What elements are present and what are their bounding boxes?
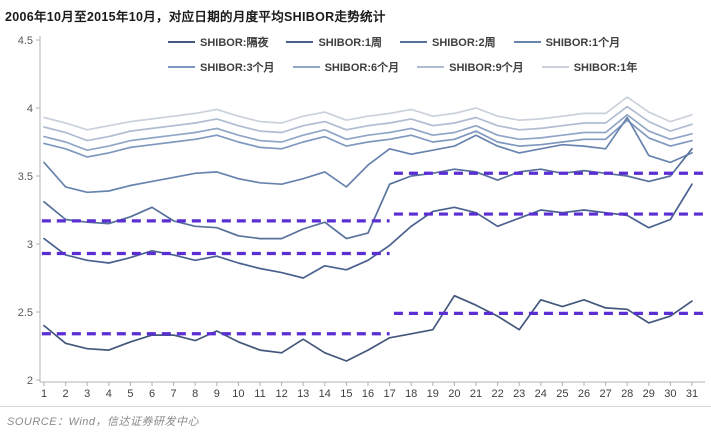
x-tick-label: 28	[621, 388, 633, 400]
x-tick-label: 7	[171, 388, 177, 400]
x-tick-label: 26	[578, 388, 590, 400]
x-tick-label: 4	[106, 388, 112, 400]
series-line-1y	[43, 96, 693, 131]
x-tick-label: 2	[63, 388, 69, 400]
x-tick-label: 16	[362, 388, 374, 400]
legend-item-1y: SHIBOR:1年	[541, 59, 638, 75]
series-line-6m	[43, 113, 693, 152]
legend-item-3m: SHIBOR:3个月	[168, 59, 275, 75]
series-line-2w	[43, 147, 693, 240]
x-tick-label: 3	[84, 388, 90, 400]
x-tick-label: 27	[599, 388, 611, 400]
x-tick-label: 12	[275, 388, 287, 400]
legend-label: SHIBOR:2周	[432, 37, 496, 49]
y-tick-label: 2	[27, 375, 33, 387]
legend-item-1w: SHIBOR:1周	[286, 34, 382, 50]
legend-label: SHIBOR:1个月	[545, 37, 621, 49]
x-tick-label: 6	[149, 388, 155, 400]
legend-label: SHIBOR:隔夜	[200, 37, 269, 49]
legend-item-9m: SHIBOR:9个月	[417, 59, 524, 75]
x-tick-label: 25	[556, 388, 568, 400]
legend-label: SHIBOR:9个月	[449, 62, 524, 74]
series-line-swatch-icon	[286, 41, 314, 43]
series-line-1w	[43, 183, 693, 279]
series-line-swatch-icon	[417, 66, 445, 68]
series-line-swatch-icon	[168, 41, 195, 43]
x-tick-label: 8	[192, 388, 198, 400]
x-tick-label: 24	[535, 388, 547, 400]
y-tick-label: 4.5	[18, 35, 33, 47]
series-line-9m	[43, 105, 693, 142]
x-tick-label: 20	[448, 388, 460, 400]
x-tick-label: 10	[232, 388, 244, 400]
legend-label: SHIBOR:1周	[318, 37, 383, 49]
series-line-swatch-icon	[168, 66, 195, 68]
legend-label: SHIBOR:3个月	[200, 62, 275, 74]
x-tick-label: 21	[470, 388, 482, 400]
series-line-swatch-icon	[513, 41, 541, 43]
x-tick-label: 9	[214, 388, 220, 400]
series-line-1m	[43, 116, 693, 194]
x-tick-label: 11	[254, 388, 265, 400]
x-tick-label: 23	[513, 388, 525, 400]
x-tick-label: 1	[41, 388, 47, 400]
chart-title: 2006年10月至2015年10月，对应日期的月度平均SHIBOR走势统计	[5, 10, 386, 24]
series-line-overnight	[43, 294, 693, 362]
x-tick-label: 22	[491, 388, 503, 400]
x-tick-label: 31	[686, 388, 698, 400]
chart-legend: SHIBOR:隔夜 SHIBOR:1周 SHIBOR:2周 SHIBOR:1个月 SH…	[168, 34, 637, 84]
x-tick-label: 15	[340, 388, 352, 400]
legend-row-1: SHIBOR:隔夜 SHIBOR:1周 SHIBOR:2周 SHIBOR:1个月	[168, 34, 620, 50]
legend-row-2: SHIBOR:3个月 SHIBOR:6个月 SHIBOR:9个月 SHIBOR:1年	[168, 59, 637, 75]
series-line-swatch-icon	[292, 66, 320, 68]
y-tick-label: 3	[27, 239, 33, 251]
legend-item-2w: SHIBOR:2周	[400, 34, 496, 50]
legend-label: SHIBOR:6个月	[324, 62, 400, 74]
legend-item-overnight: SHIBOR:隔夜	[168, 34, 268, 50]
y-tick-label: 2.5	[18, 307, 33, 319]
x-tick-label: 30	[664, 388, 676, 400]
x-tick-label: 17	[383, 388, 395, 400]
series-line-3m	[43, 119, 693, 158]
legend-item-6m: SHIBOR:6个月	[292, 59, 400, 75]
y-tick-label: 3.5	[18, 171, 33, 183]
y-tick-label: 4	[27, 103, 33, 115]
x-tick-label: 13	[297, 388, 309, 400]
x-tick-label: 19	[427, 388, 439, 400]
x-tick-label: 14	[319, 388, 331, 400]
x-tick-label: 29	[643, 388, 655, 400]
legend-item-1m: SHIBOR:1个月	[513, 34, 621, 50]
series-line-swatch-icon	[400, 41, 428, 43]
bottom-divider	[0, 406, 711, 407]
series-line-swatch-icon	[541, 66, 569, 68]
x-tick-label: 5	[127, 388, 133, 400]
x-tick-label: 18	[405, 388, 417, 400]
source-note: SOURCE：Wind，信达证券研发中心	[7, 416, 200, 428]
legend-label: SHIBOR:1年	[573, 62, 638, 74]
